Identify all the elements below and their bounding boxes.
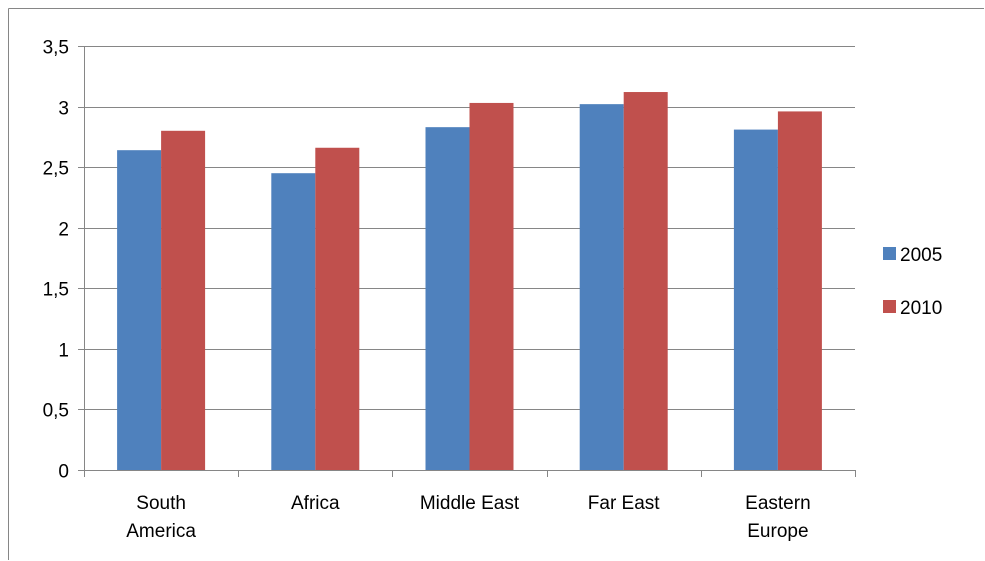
x-tick-label: Africa — [291, 493, 340, 514]
bar-2010 — [623, 92, 668, 470]
legend-swatch-2010 — [883, 300, 896, 313]
y-tick-label: 2,5 — [43, 159, 69, 180]
bar-2005 — [579, 104, 624, 471]
y-tick-label: 2 — [58, 220, 69, 241]
bar-2005 — [425, 127, 470, 470]
bar-chart: 0 0,5 1 1,5 2 2,5 3 3,5 South America Africa Middl… — [8, 8, 984, 560]
bar-2010 — [469, 102, 514, 471]
bars — [117, 92, 822, 471]
legend-swatch-2005 — [883, 247, 896, 260]
legend: 2005 2010 — [883, 245, 942, 319]
x-tick-label: South America — [126, 493, 196, 542]
x-tick-label: Far East — [588, 493, 661, 514]
x-tick-label-line: America — [126, 521, 196, 542]
chart-frame-lines — [8, 8, 984, 560]
y-tick-label: 1 — [58, 341, 69, 362]
x-tick-label-line: Europe — [747, 521, 808, 542]
y-tick-labels: 0 0,5 1 1,5 2 2,5 3 3,5 — [43, 38, 69, 483]
chart-container: 0 0,5 1 1,5 2 2,5 3 3,5 South America Africa Middl… — [8, 8, 984, 560]
y-tick-label: 0 — [58, 462, 69, 483]
x-tick-label-line: Far East — [588, 493, 661, 514]
bar-2005 — [271, 173, 316, 470]
axes — [78, 46, 856, 477]
x-tick-label: Middle East — [420, 493, 520, 514]
x-tick-labels: South America Africa Middle East Far East Eas… — [126, 493, 810, 542]
bar-2010 — [161, 130, 206, 471]
legend-label: 2005 — [900, 245, 942, 266]
y-tick-label: 3,5 — [43, 38, 69, 59]
bar-2005 — [733, 129, 778, 470]
x-tick-label-line: Africa — [291, 493, 340, 514]
y-tick-label: 1,5 — [43, 280, 69, 301]
legend-label: 2010 — [900, 298, 942, 319]
y-tick-label: 0,5 — [43, 401, 69, 422]
x-tick-label-line: Middle East — [420, 493, 520, 514]
y-tick-label: 3 — [58, 99, 69, 120]
x-tick-label-line: Eastern — [745, 493, 810, 514]
x-tick-label-line: South — [136, 493, 186, 514]
bar-2010 — [777, 111, 822, 470]
bar-2005 — [117, 150, 162, 470]
x-tick-label: Eastern Europe — [745, 493, 810, 542]
bar-2010 — [315, 147, 360, 470]
